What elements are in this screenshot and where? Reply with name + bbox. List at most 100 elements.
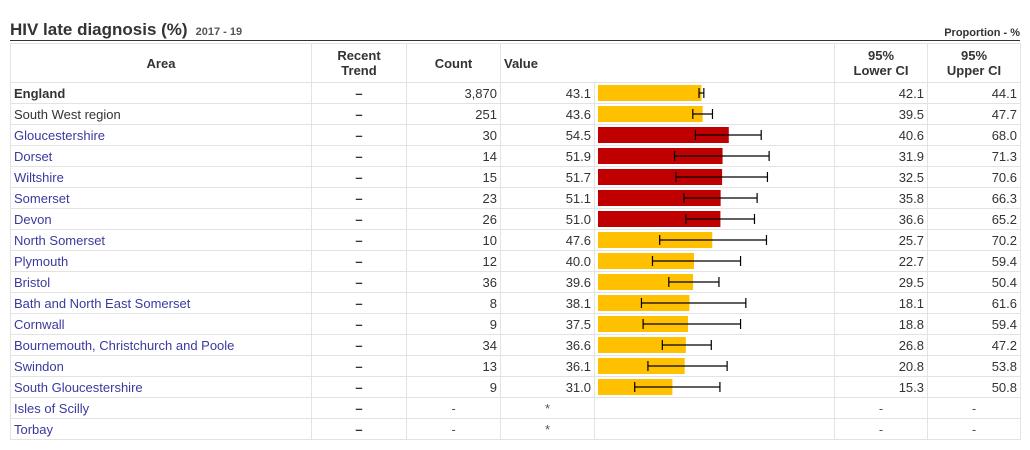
lower-ci-value: 26.8 (834, 334, 928, 356)
recent-trend: – (311, 229, 407, 251)
bar-cell (594, 376, 835, 398)
lower-ci-value: 40.6 (834, 124, 928, 146)
lower-ci-value: 18.1 (834, 292, 928, 314)
table-row: North Somerset –10 47.6 25.7 70.2 (10, 229, 1021, 251)
area-name[interactable]: Dorset (10, 145, 312, 167)
value-label: 51.9 (500, 145, 595, 167)
bar-cell (594, 355, 835, 377)
count-column-header[interactable]: Count (406, 43, 501, 83)
recent-trend: – (311, 208, 407, 230)
ci-error-bar (647, 361, 728, 371)
value-label: 43.6 (500, 103, 595, 125)
recent-trend: – (311, 271, 407, 293)
ci-error-bar (694, 130, 762, 140)
value-bar (598, 85, 702, 101)
count-value: 9 (406, 313, 501, 335)
table-row: South West region –251 43.6 39.5 47.7 (10, 103, 1021, 125)
recent-trend: – (311, 376, 407, 398)
area-name[interactable]: Devon (10, 208, 312, 230)
table-row: Bournemouth, Christchurch and Poole –34 36… (10, 334, 1021, 356)
area-name[interactable]: Bath and North East Somerset (10, 292, 312, 314)
area-name[interactable]: Bournemouth, Christchurch and Poole (10, 334, 312, 356)
value-bar-chart (598, 148, 770, 164)
value-bar-chart (598, 337, 712, 353)
bar-cell (594, 103, 835, 125)
table-row: South Gloucestershire –9 31.0 15.3 50.8 (10, 376, 1021, 398)
area-name[interactable]: Swindon (10, 355, 312, 377)
table-body: England –3,870 43.1 42.1 44.1 South West regi… (10, 82, 1021, 440)
lower-ci-value: 32.5 (834, 166, 928, 188)
recent-trend: – (311, 124, 407, 146)
value-bar-chart (598, 169, 769, 185)
table-row: Plymouth –12 40.0 22.7 59.4 (10, 250, 1021, 272)
lower-ci-value: 18.8 (834, 313, 928, 335)
lower-ci-value: 35.8 (834, 187, 928, 209)
area-name[interactable]: North Somerset (10, 229, 312, 251)
ci-error-bar (698, 88, 705, 98)
area-name[interactable]: Isles of Scilly (10, 397, 312, 419)
value-label: 36.6 (500, 334, 595, 356)
count-value: 9 (406, 376, 501, 398)
table-row: England –3,870 43.1 42.1 44.1 (10, 82, 1021, 104)
area-name[interactable]: Somerset (10, 187, 312, 209)
value-bar (598, 127, 729, 143)
ci-error-bar (634, 382, 721, 392)
value-column-header[interactable]: Value (500, 43, 835, 83)
lower-ci-value: 15.3 (834, 376, 928, 398)
ci-error-bar (640, 298, 747, 308)
area-name[interactable]: Torbay (10, 418, 312, 440)
upper-ci-value: 44.1 (927, 82, 1021, 104)
ci-error-bar (692, 109, 714, 119)
value-label: 43.1 (500, 82, 595, 104)
lower-ci-value: 36.6 (834, 208, 928, 230)
count-value: 251 (406, 103, 501, 125)
upper-ci-value: 66.3 (927, 187, 1021, 209)
area-name[interactable]: Gloucestershire (10, 124, 312, 146)
upper-ci-value: 59.4 (927, 313, 1021, 335)
count-value: 3,870 (406, 82, 501, 104)
recent-trend: – (311, 292, 407, 314)
area-name[interactable]: South Gloucestershire (10, 376, 312, 398)
upper-ci-column-header[interactable]: 95% Upper CI (927, 43, 1021, 83)
table-row: Dorset –14 51.9 31.9 71.3 (10, 145, 1021, 167)
area-name[interactable]: Plymouth (10, 250, 312, 272)
table-row: Devon –26 51.0 36.6 65.2 (10, 208, 1021, 230)
ci-error-bar (651, 256, 742, 266)
bar-cell (594, 313, 835, 335)
recent-trend: – (311, 397, 407, 419)
recent-trend: – (311, 418, 407, 440)
upper-ci-value: 59.4 (927, 250, 1021, 272)
table-row: Swindon –13 36.1 20.8 53.8 (10, 355, 1021, 377)
lower-ci-value: 31.9 (834, 145, 928, 167)
lower-ci-value: 22.7 (834, 250, 928, 272)
count-value: 14 (406, 145, 501, 167)
recent-trend: – (311, 145, 407, 167)
upper-ci-value: 53.8 (927, 355, 1021, 377)
value-label: 40.0 (500, 250, 595, 272)
area-column-header[interactable]: Area (10, 43, 312, 83)
value-bar (598, 358, 685, 374)
value-bar (598, 169, 723, 185)
value-label: * (500, 397, 595, 419)
table-row: Isles of Scilly – - * - - (10, 397, 1021, 419)
area-name: South West region (10, 103, 312, 125)
lower-ci-value: - (834, 397, 928, 419)
lower-ci-value: 29.5 (834, 271, 928, 293)
table-row: Wiltshire –15 51.7 32.5 70.6 (10, 166, 1021, 188)
value-label: 54.5 (500, 124, 595, 146)
trend-column-header[interactable]: Recent Trend (311, 43, 407, 83)
bar-cell (594, 82, 835, 104)
area-name[interactable]: Wiltshire (10, 166, 312, 188)
recent-trend: – (311, 82, 407, 104)
ci-error-bar (668, 277, 720, 287)
area-name[interactable]: Bristol (10, 271, 312, 293)
value-bar (598, 211, 721, 227)
area-name[interactable]: Cornwall (10, 313, 312, 335)
recent-trend: – (311, 187, 407, 209)
upper-ci-value: 65.2 (927, 208, 1021, 230)
lower-ci-column-header[interactable]: 95% Lower CI (834, 43, 928, 83)
table-row: Bath and North East Somerset –8 38.1 18.1 61… (10, 292, 1021, 314)
count-value: 10 (406, 229, 501, 251)
table-row: Bristol –36 39.6 29.5 50.4 (10, 271, 1021, 293)
value-bar-chart (598, 127, 762, 143)
